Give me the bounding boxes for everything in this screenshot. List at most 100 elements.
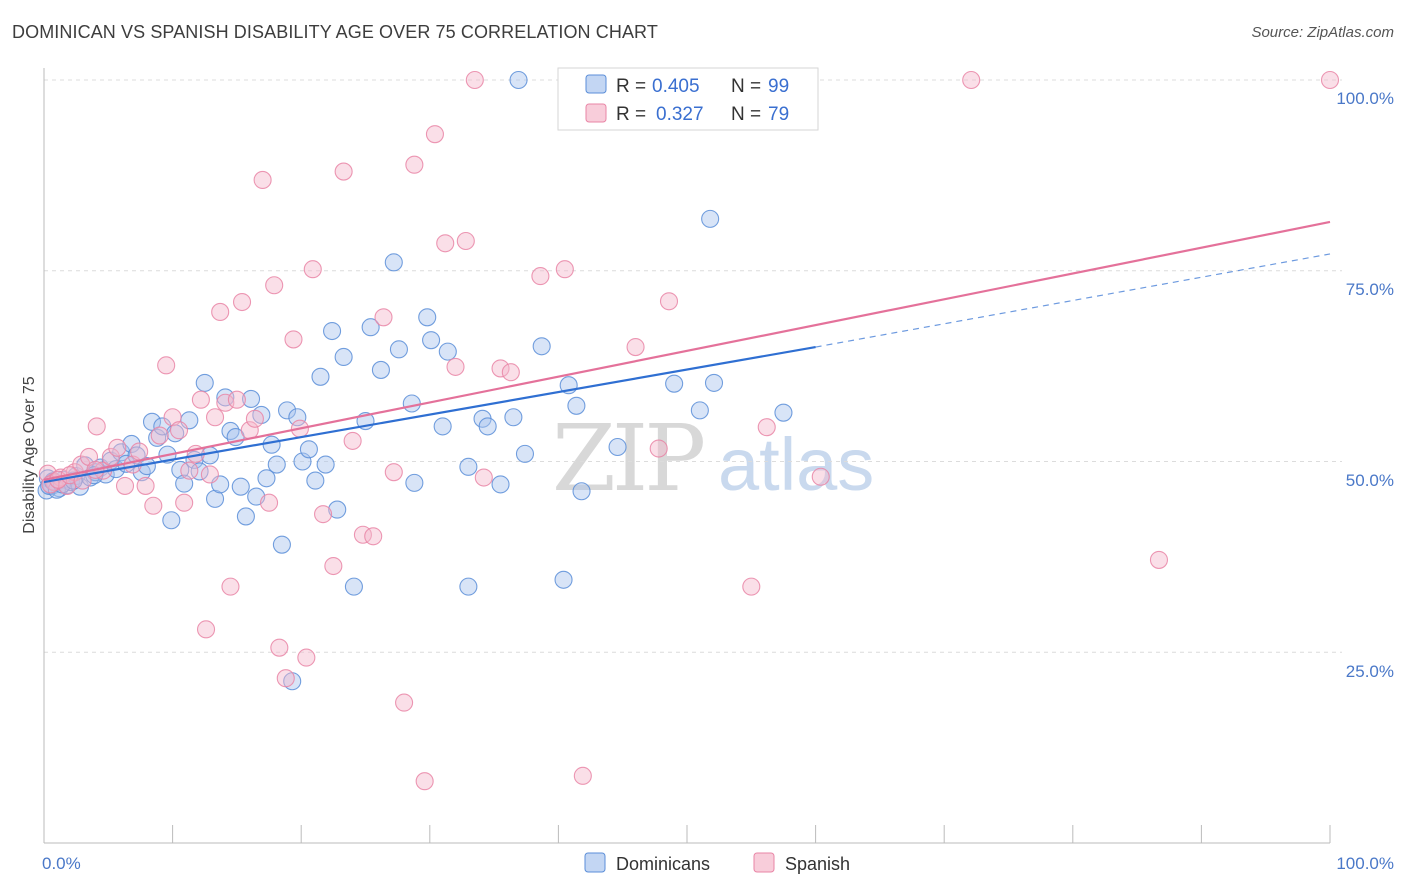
dominicans-point-45 bbox=[257, 469, 276, 488]
dominicans-point-70 bbox=[433, 417, 452, 436]
legend-r-label-spanish: R = bbox=[616, 104, 646, 125]
x-tick-label-100: 100.0% bbox=[1336, 854, 1394, 873]
legend-r-value-spanish: 0.327 bbox=[656, 104, 704, 125]
spanish-point-70 bbox=[811, 467, 830, 486]
spanish-point-36 bbox=[265, 276, 284, 295]
dominicans-point-71 bbox=[438, 342, 457, 361]
spanish-point-58 bbox=[465, 70, 484, 90]
dominicans-point-62 bbox=[361, 318, 380, 337]
y-tick-label-25: 25.0% bbox=[1346, 662, 1394, 681]
dominicans-point-26 bbox=[162, 511, 181, 530]
spanish-point-61 bbox=[501, 363, 520, 382]
spanish-point-73 bbox=[1320, 70, 1340, 90]
dominicans-point-66 bbox=[402, 394, 421, 413]
legend-swatch-spanish bbox=[585, 103, 607, 123]
dominicans-point-77 bbox=[504, 408, 523, 427]
legend-r-label-dominicans: R = bbox=[616, 76, 646, 97]
spanish-point-13 bbox=[130, 442, 149, 461]
spanish-point-65 bbox=[626, 337, 645, 357]
dominicans-point-42 bbox=[241, 389, 261, 408]
dominicans-point-51 bbox=[288, 408, 307, 427]
dominicans-point-87 bbox=[665, 374, 684, 393]
spanish-point-72 bbox=[1149, 550, 1169, 569]
dominicans-point-88 bbox=[690, 401, 709, 420]
spanish-point-63 bbox=[555, 260, 574, 279]
spanish-point-27 bbox=[211, 302, 230, 322]
spanish-point-20 bbox=[175, 493, 194, 512]
dominicans-point-33 bbox=[195, 373, 214, 392]
dominicans-point-65 bbox=[389, 340, 408, 359]
spanish-point-66 bbox=[649, 439, 668, 458]
spanish-point-34 bbox=[253, 170, 272, 190]
dominicans-point-53 bbox=[299, 440, 318, 459]
spanish-point-41 bbox=[297, 648, 316, 667]
spanish-point-71 bbox=[962, 70, 981, 90]
spanish-point-23 bbox=[191, 390, 210, 409]
legend-bottom: Dominicans Spanish bbox=[584, 852, 850, 874]
bottom-legend-spanish: Spanish bbox=[785, 854, 850, 874]
spanish-point-39 bbox=[284, 330, 303, 349]
spanish-point-16 bbox=[150, 426, 169, 445]
dominicans-point-90 bbox=[704, 373, 724, 392]
spanish-point-60 bbox=[491, 359, 510, 378]
y-tick-label-100: 100.0% bbox=[1336, 89, 1394, 108]
trend-lines bbox=[43, 220, 1331, 484]
legend-n-value-dominicans: 99 bbox=[768, 76, 789, 97]
y-axis-label: Disability Age Over 75 bbox=[21, 376, 38, 534]
spanish-point-26 bbox=[205, 408, 225, 427]
dominicans-point-75 bbox=[478, 417, 497, 436]
dominicans-point-63 bbox=[371, 360, 390, 379]
dominicans-point-64 bbox=[384, 253, 403, 272]
spanish-point-29 bbox=[221, 577, 240, 596]
axes bbox=[43, 68, 1331, 844]
legend-n-value-spanish: 79 bbox=[768, 104, 789, 125]
spanish-point-54 bbox=[425, 125, 444, 144]
dominicans-trend-extension bbox=[815, 253, 1331, 348]
dominicans-point-81 bbox=[554, 570, 573, 589]
spanish-point-68 bbox=[742, 577, 761, 596]
dominicans-point-83 bbox=[567, 396, 586, 415]
spanish-point-53 bbox=[415, 772, 434, 791]
dominicans-point-69 bbox=[422, 331, 441, 350]
legend-r-value-dominicans: 0.405 bbox=[652, 76, 700, 97]
dominicans-point-59 bbox=[334, 347, 353, 367]
spanish-point-10 bbox=[108, 438, 127, 457]
spanish-point-21 bbox=[180, 461, 199, 480]
dominicans-point-47 bbox=[267, 455, 286, 474]
dominicans-point-60 bbox=[344, 577, 363, 596]
dominicans-point-55 bbox=[311, 367, 330, 386]
spanish-point-57 bbox=[456, 231, 475, 251]
dominicans-point-18 bbox=[122, 434, 141, 454]
dominicans-point-89 bbox=[701, 209, 720, 228]
dominicans-point-67 bbox=[405, 473, 424, 492]
gridlines bbox=[44, 79, 1342, 653]
spanish-point-51 bbox=[395, 693, 414, 712]
dominicans-point-58 bbox=[328, 500, 347, 519]
spanish-point-28 bbox=[216, 393, 235, 412]
dominicans-point-76 bbox=[491, 475, 510, 494]
watermark-atlas: atlas bbox=[718, 423, 874, 506]
dominicans-point-68 bbox=[418, 308, 437, 327]
watermark: ZIP atlas bbox=[552, 405, 874, 512]
spanish-point-44 bbox=[324, 556, 343, 576]
dominicans-point-72 bbox=[459, 457, 478, 476]
spanish-point-15 bbox=[144, 496, 163, 515]
chart-source: Source: ZipAtlas.com bbox=[1251, 24, 1394, 41]
bottom-legend-dominicans: Dominicans bbox=[616, 854, 710, 874]
spanish-point-35 bbox=[259, 493, 279, 512]
dominicans-point-54 bbox=[306, 471, 325, 490]
spanish-point-69 bbox=[757, 418, 776, 437]
x-tick-label-0: 0.0% bbox=[42, 854, 81, 873]
legend-top: R = 0.405 N = 99 R = 0.327 N = 79 bbox=[557, 67, 819, 131]
spanish-point-52 bbox=[405, 155, 424, 174]
spanish-point-50 bbox=[384, 463, 403, 482]
spanish-trend-line bbox=[43, 220, 1331, 481]
dominicans-point-80 bbox=[532, 337, 551, 356]
dominicans-point-46 bbox=[262, 435, 281, 454]
spanish-point-7 bbox=[87, 417, 106, 436]
dominicans-point-41 bbox=[236, 507, 255, 526]
legend-n-label-dominicans: N = bbox=[731, 76, 761, 97]
dominicans-point-78 bbox=[509, 70, 528, 90]
spanish-point-59 bbox=[474, 468, 493, 487]
